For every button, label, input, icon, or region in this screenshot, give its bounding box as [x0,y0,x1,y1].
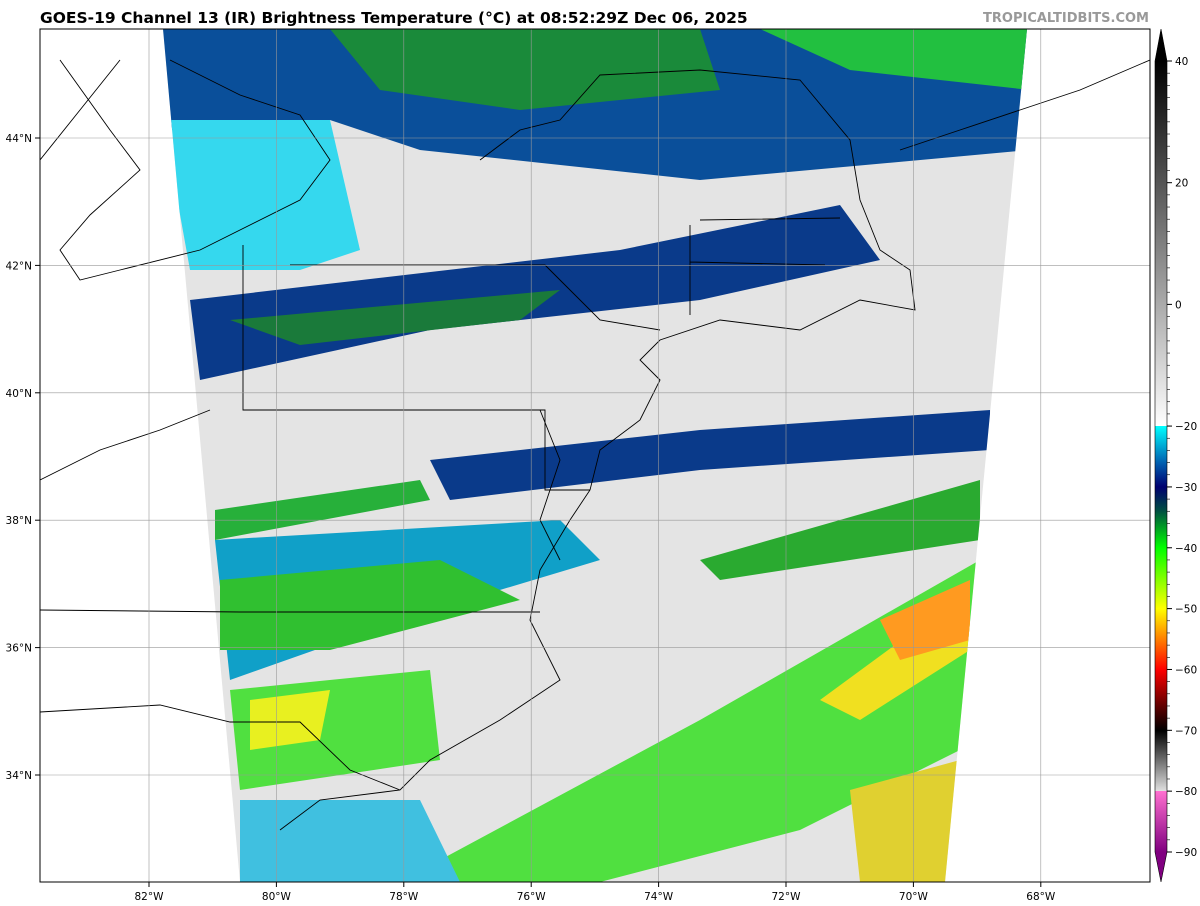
colorbar-extend-min [1155,852,1167,882]
latitude-labels: 44°N 42°N 40°N 38°N 36°N 34°N [6,133,40,782]
map-plot-area [40,29,1150,882]
colorbar-extend-max [1155,29,1167,61]
colorbar-label: 0 [1175,299,1182,311]
longitude-label: 68°W [1026,891,1056,903]
longitude-label: 82°W [135,891,165,903]
longitude-label: 72°W [772,891,802,903]
longitude-label: 76°W [517,891,547,903]
cloud-bands [163,29,1027,882]
map-title: GOES-19 Channel 13 (IR) Brightness Tempe… [40,9,748,27]
colorbar-label: 20 [1175,178,1188,190]
colorbar-label: −90 [1175,847,1197,859]
latitude-label: 44°N [6,133,32,145]
latitude-label: 38°N [6,515,32,527]
coastlines-borders [40,59,1150,831]
latitude-label: 34°N [6,770,32,782]
colorbar-label: −80 [1175,786,1197,798]
longitude-label: 78°W [389,891,419,903]
longitude-label: 80°W [262,891,292,903]
watermark: TROPICALTIDBITS.COM [983,11,1149,26]
latitude-label: 36°N [6,643,32,655]
latitude-label: 42°N [6,260,32,272]
colorbar-label: −70 [1175,725,1197,737]
colorbar-label: −50 [1175,604,1197,616]
longitude-label: 70°W [899,891,929,903]
longitude-label: 74°W [644,891,674,903]
colorbar-label: −30 [1175,482,1197,494]
longitude-labels: 82°W 80°W 78°W 76°W 74°W 72°W 70°W 68°W [135,882,1056,903]
gridlines [40,29,1150,882]
colorbar-label: −60 [1175,664,1197,676]
colorbar-gradient [1155,61,1167,852]
colorbar-label: 40 [1175,56,1188,68]
colorbar: 40 20 0 −20 −30 −40 −50 −60 −70 −80 −90 [1154,28,1197,883]
colorbar-label: −20 [1175,421,1197,433]
plot-frame [39,28,1151,883]
colorbar-label: −40 [1175,543,1197,555]
latitude-label: 40°N [6,388,32,400]
